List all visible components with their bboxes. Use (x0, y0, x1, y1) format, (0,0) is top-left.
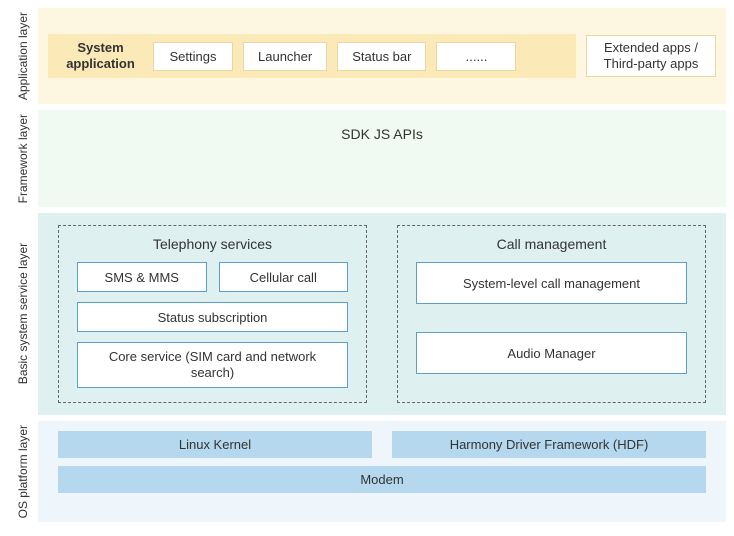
hdf-box: Harmony Driver Framework (HDF) (392, 431, 706, 458)
framework-layer: Framework layer SDK JS APIs (8, 110, 726, 207)
telephony-title: Telephony services (77, 236, 348, 252)
application-layer-label: Application layer (8, 8, 38, 104)
audio-manager-box: Audio Manager (416, 332, 687, 374)
app-settings: Settings (153, 42, 233, 71)
application-layer-body: System application Settings Launcher Sta… (38, 8, 726, 104)
cellular-call-box: Cellular call (219, 262, 349, 292)
framework-layer-body: SDK JS APIs (38, 110, 726, 207)
core-service-box: Core service (SIM card and network searc… (77, 342, 348, 387)
service-layer-label: Basic system service layer (8, 213, 38, 414)
linux-kernel-box: Linux Kernel (58, 431, 372, 458)
system-application-group: System application Settings Launcher Sta… (48, 34, 576, 77)
service-layer: Basic system service layer Telephony ser… (8, 213, 726, 414)
status-subscription-box: Status subscription (77, 302, 348, 332)
sms-mms-box: SMS & MMS (77, 262, 207, 292)
extended-apps: Extended apps / Third-party apps (586, 35, 716, 76)
system-call-mgmt-box: System-level call management (416, 262, 687, 304)
service-layer-body: Telephony services SMS & MMS Cellular ca… (38, 213, 726, 414)
system-application-title: System application (58, 40, 143, 71)
app-status-bar: Status bar (337, 42, 426, 71)
call-mgmt-title: Call management (416, 236, 687, 252)
app-more: ...... (436, 42, 516, 71)
app-launcher: Launcher (243, 42, 327, 71)
application-layer: Application layer System application Set… (8, 8, 726, 104)
telephony-services-group: Telephony services SMS & MMS Cellular ca… (58, 225, 367, 402)
framework-layer-label: Framework layer (8, 110, 38, 207)
modem-box: Modem (58, 466, 706, 493)
call-management-group: Call management System-level call manage… (397, 225, 706, 402)
call-spacer (416, 314, 687, 332)
